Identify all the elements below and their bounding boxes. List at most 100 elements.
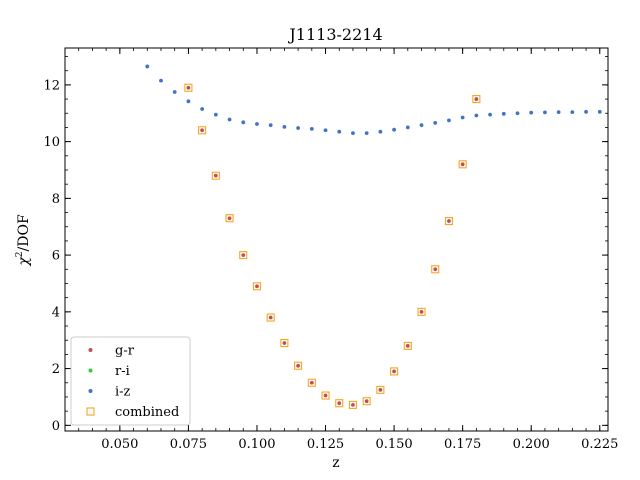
point-combined	[211, 171, 220, 180]
point-g-r	[296, 363, 301, 368]
point-i-z	[241, 120, 246, 125]
point-g-r	[200, 128, 205, 133]
point-g-r	[447, 219, 451, 223]
x-tick-label: 0.050	[101, 437, 138, 452]
point-i-z	[556, 110, 561, 115]
point-g-r	[405, 343, 410, 348]
point-g-r	[227, 216, 232, 221]
point-combined	[321, 391, 330, 400]
x-tick-label: 0.100	[238, 437, 275, 452]
y-axis-ticks: 0 2 4 6 8 10 12	[43, 78, 608, 434]
y-axis-label-sup: 2	[15, 251, 25, 257]
point-i-z	[364, 131, 369, 136]
point-i-z	[419, 123, 424, 128]
point-i-z	[378, 129, 383, 134]
point-g-r	[433, 267, 438, 272]
point-i-z	[570, 110, 575, 115]
point-g-r	[241, 253, 246, 258]
plot-points	[145, 64, 602, 409]
x-tick-label: 0.225	[581, 437, 618, 452]
point-i-z	[172, 90, 177, 94]
point-combined	[307, 378, 316, 387]
point-combined	[390, 367, 399, 376]
x-tick-label: 0.200	[513, 437, 550, 452]
point-i-z	[268, 123, 273, 128]
point-g-r	[364, 399, 369, 404]
legend: g-r r-i i-z combined	[70, 336, 191, 426]
point-i-z	[351, 131, 355, 136]
point-combined	[198, 126, 207, 135]
x-tick-label: 0.075	[170, 437, 207, 452]
point-combined	[376, 385, 385, 394]
point-g-r	[460, 162, 465, 167]
point-combined	[280, 339, 289, 348]
y-tick-label: 8	[52, 192, 60, 207]
point-i-z	[543, 110, 547, 115]
point-i-z	[323, 128, 328, 133]
y-tick-label: 6	[52, 249, 60, 264]
point-i-z	[186, 99, 191, 104]
point-i-z	[584, 109, 588, 114]
point-combined	[294, 361, 303, 370]
y-tick-label: 4	[52, 305, 60, 320]
point-i-z	[515, 111, 520, 116]
point-g-r	[255, 284, 259, 289]
legend-label-i-z: i-z	[115, 385, 131, 400]
point-i-z	[447, 118, 451, 123]
point-g-r	[378, 387, 383, 392]
y-tick-label: 0	[52, 419, 60, 434]
point-i-z	[597, 109, 602, 114]
legend-label-g-r: g-r	[115, 344, 135, 359]
point-combined	[252, 282, 262, 291]
point-i-z	[159, 78, 163, 83]
point-i-z	[255, 122, 259, 126]
y-axis-label: χ2/DOF	[15, 214, 32, 267]
point-combined	[417, 307, 426, 316]
point-g-r	[351, 402, 355, 407]
legend-marker-i-z	[88, 389, 93, 393]
point-combined	[335, 399, 344, 408]
point-g-r	[323, 393, 328, 398]
legend-marker-g-r	[88, 348, 93, 352]
point-combined	[239, 251, 248, 260]
y-axis-label-tail: /DOF	[16, 214, 32, 251]
point-combined	[225, 214, 234, 223]
point-i-z	[296, 126, 301, 130]
point-i-z	[309, 126, 314, 131]
point-g-r	[337, 401, 342, 406]
point-i-z	[529, 110, 534, 115]
point-i-z	[392, 127, 396, 132]
point-combined	[431, 265, 440, 274]
y-axis-label-main: χ	[16, 256, 32, 267]
y-tick-label: 2	[52, 362, 60, 377]
legend-marker-combined	[86, 407, 95, 416]
point-i-z	[460, 115, 465, 120]
x-tick-label: 0.175	[444, 437, 481, 452]
point-i-z	[145, 64, 150, 69]
point-combined	[266, 313, 275, 322]
legend-marker-r-i	[88, 368, 93, 373]
point-i-z	[227, 117, 232, 122]
x-axis-ticks: 0.050 0.075 0.100 0.125 0.150 0.175 0.200 0.225	[101, 48, 618, 452]
point-combined	[444, 217, 453, 226]
point-i-z	[337, 129, 342, 134]
point-combined	[348, 400, 358, 409]
x-tick-label: 0.150	[375, 437, 412, 452]
point-combined	[458, 160, 467, 169]
x-tick-label: 0.125	[307, 437, 344, 452]
point-i-z	[501, 111, 506, 116]
point-combined	[403, 341, 412, 350]
point-g-r	[268, 315, 273, 320]
point-combined	[472, 95, 481, 104]
point-combined	[184, 83, 193, 92]
point-combined	[362, 397, 371, 406]
legend-label-combined: combined	[115, 405, 179, 420]
point-i-z	[474, 113, 479, 118]
point-g-r	[282, 341, 287, 345]
legend-box	[70, 336, 191, 426]
point-i-z	[200, 107, 205, 111]
point-i-z	[405, 125, 410, 130]
point-i-z	[433, 120, 438, 125]
plot-frame	[64, 47, 609, 432]
